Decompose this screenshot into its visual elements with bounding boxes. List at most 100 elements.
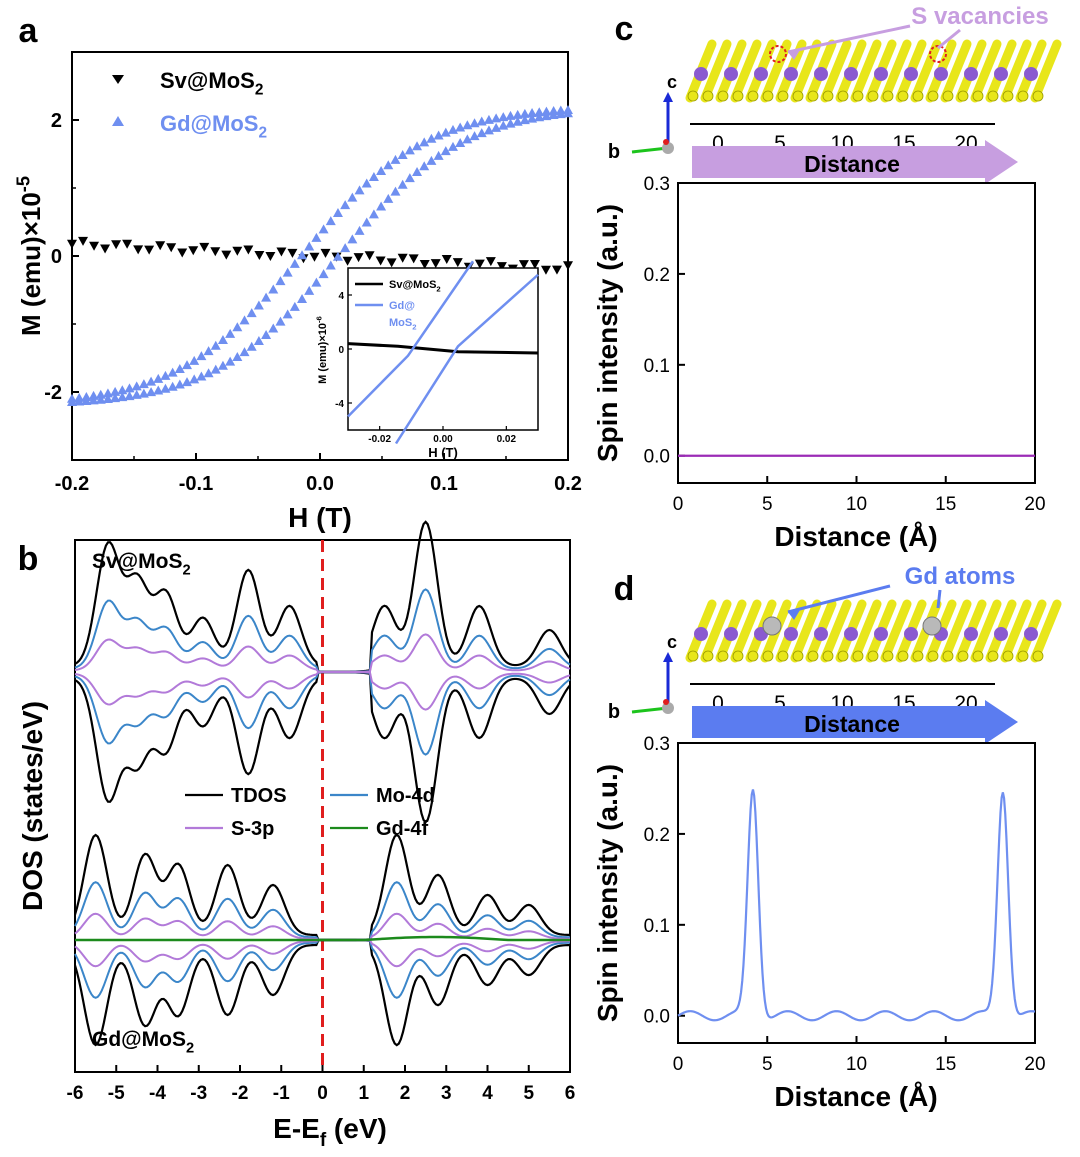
s-atom xyxy=(717,650,729,662)
data-point-gd xyxy=(239,347,250,357)
inset-y-axis-label-sup: -6 xyxy=(315,316,324,323)
data-point-gd xyxy=(225,356,236,366)
x-tick-label-b: 2 xyxy=(400,1083,411,1104)
panel-label-a: a xyxy=(19,12,39,50)
x-tick-label-b: -1 xyxy=(273,1083,290,1104)
inset-legend-label-gd-2: MoS2 xyxy=(389,317,417,331)
s-atom xyxy=(1017,650,1029,662)
y-tick-label-d: 0.3 xyxy=(644,734,670,755)
plot-frame-d xyxy=(677,742,1036,1044)
s-atom xyxy=(942,90,954,102)
s-atom xyxy=(747,90,759,102)
legend-label-gd-sub: 2 xyxy=(258,125,267,142)
annotation-arrow-1 xyxy=(787,24,911,54)
y-axis-label-a: M (emu)×10-5 xyxy=(14,176,46,336)
atom-chain xyxy=(790,599,822,663)
spin-line-d xyxy=(677,789,1036,1022)
data-point-gd xyxy=(325,260,336,270)
s-atom xyxy=(852,90,864,102)
data-point-gd xyxy=(74,396,85,406)
data-point-gd xyxy=(239,315,250,325)
s-atom xyxy=(807,90,819,102)
s-atom xyxy=(1032,90,1044,102)
data-point-gd xyxy=(368,209,379,219)
y-axis-label-d: Spin intensity (a.u.) xyxy=(592,764,623,1022)
data-point-sv xyxy=(496,262,507,272)
atom-chain xyxy=(820,39,852,103)
atom-chain xyxy=(1030,39,1062,103)
data-point-gd xyxy=(390,186,401,196)
data-point-gd xyxy=(440,127,451,137)
s-atom xyxy=(732,650,744,662)
s-atom xyxy=(957,650,969,662)
data-point-gd xyxy=(498,112,509,122)
x-tick-label-b: 6 xyxy=(565,1083,576,1104)
mo-atom xyxy=(694,627,708,641)
x-tick-label-d: 15 xyxy=(935,1054,956,1075)
mo-atom xyxy=(754,67,768,81)
legend-marker-sv xyxy=(112,75,124,84)
data-point-gd xyxy=(131,389,142,399)
s-atom xyxy=(957,90,969,102)
mo-atom xyxy=(844,627,858,641)
s-atom xyxy=(837,650,849,662)
data-point-gd xyxy=(534,112,545,122)
s-atom xyxy=(867,90,879,102)
data-point-sv xyxy=(386,258,397,268)
data-point-sv xyxy=(188,246,199,256)
x-tick-label-b: -3 xyxy=(190,1083,207,1104)
data-point-gd xyxy=(196,351,207,361)
data-point-gd xyxy=(483,125,494,135)
axis-b-arrow xyxy=(631,706,669,714)
data-point-gd xyxy=(297,250,308,260)
inset-legend-label-sv-main: Sv@MoS xyxy=(389,279,436,291)
atom-chain xyxy=(970,599,1002,663)
data-point-gd xyxy=(383,160,394,170)
data-point-gd xyxy=(325,216,336,226)
data-point-sv xyxy=(232,246,243,256)
y-tick-label-a: 0 xyxy=(51,246,62,268)
y-axis-label-c: Spin intensity (a.u.) xyxy=(592,204,623,462)
scale-tick-label: 5 xyxy=(774,132,786,155)
s-atom xyxy=(942,650,954,662)
data-point-gd xyxy=(354,185,365,195)
data-point-sv xyxy=(353,253,364,263)
s-atom xyxy=(777,650,789,662)
atom-chain xyxy=(700,39,732,103)
data-point-sv xyxy=(540,265,551,275)
x-tick-label-a: 0.0 xyxy=(306,473,334,495)
data-point-gd xyxy=(289,258,300,268)
data-point-gd xyxy=(182,360,193,370)
x-tick-label-b: 3 xyxy=(441,1083,452,1104)
s-atom xyxy=(987,90,999,102)
mo-atom xyxy=(724,627,738,641)
x-tick-label-a: 0.1 xyxy=(430,473,458,495)
gd-atom xyxy=(762,616,782,636)
s-atom xyxy=(717,90,729,102)
data-point-gd xyxy=(297,294,308,304)
data-point-gd xyxy=(354,225,365,235)
data-point-gd xyxy=(210,364,221,374)
data-point-gd xyxy=(419,161,430,171)
mo-atom xyxy=(964,627,978,641)
data-point-sv xyxy=(177,248,188,258)
data-point-sv xyxy=(518,260,529,270)
y-tick-label-c: 0.0 xyxy=(644,447,670,468)
mo-atom xyxy=(784,627,798,641)
data-point-sv xyxy=(364,251,375,261)
data-point-gd xyxy=(563,108,573,118)
s-atom xyxy=(792,650,804,662)
axis-b-arrow xyxy=(631,146,669,154)
data-point-gd xyxy=(340,243,351,253)
data-point-sv xyxy=(474,259,485,269)
legend-label-TDOS: TDOS xyxy=(231,785,287,807)
data-point-sv xyxy=(166,243,177,253)
subplot-label-gd-sub: 2 xyxy=(186,1040,194,1056)
data-point-gd xyxy=(253,336,264,346)
inset-legend-label-sv: Sv@MoS2 xyxy=(389,279,441,293)
data-point-gd xyxy=(102,388,113,398)
data-point-gd xyxy=(217,360,228,370)
s-atom xyxy=(912,90,924,102)
x-axis-label-d: Distance (Å) xyxy=(774,1081,937,1112)
